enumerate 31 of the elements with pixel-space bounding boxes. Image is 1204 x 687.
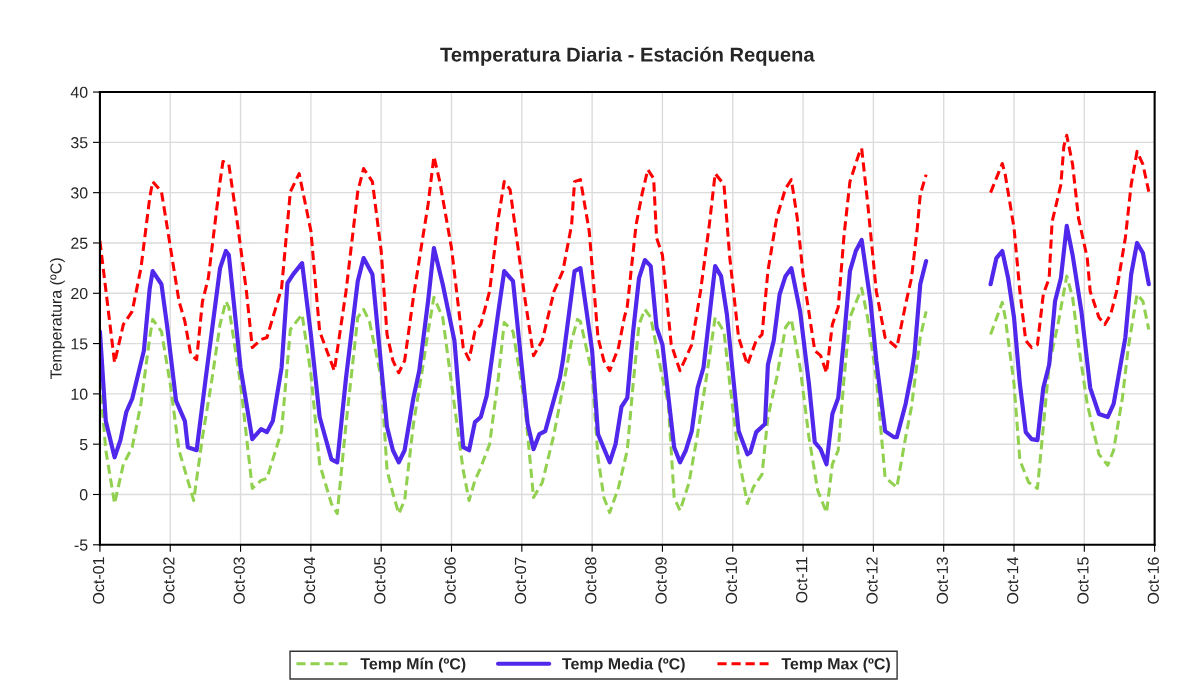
y-tick-label: 0 — [79, 489, 88, 501]
x-tick-label: Oct-10 — [725, 557, 738, 604]
x-tick-label: Oct-14 — [1006, 557, 1019, 604]
chart-title: Temperatura Diaria - Estación Requena — [440, 46, 815, 66]
x-tick-label: Oct-03 — [233, 557, 245, 604]
y-tick-label: -5 — [74, 539, 88, 551]
x-tick-label: Oct-06 — [444, 557, 456, 604]
x-tick-label: Oct-09 — [655, 557, 667, 604]
y-tick-label: 40 — [70, 86, 88, 98]
y-tick-label: 20 — [71, 287, 88, 300]
x-tick-label: Oct-07 — [514, 557, 527, 604]
legend-label: Temp Media (ºC) — [562, 657, 685, 673]
x-tick-label: Oct-16 — [1147, 557, 1159, 604]
x-tick-label: Oct-13 — [936, 557, 948, 604]
y-tick-label: 25 — [71, 237, 88, 249]
y-axis-title: Temperatura (ºC) — [49, 258, 65, 380]
y-tick-label: 10 — [71, 388, 88, 400]
x-tick-label: Oct-08 — [585, 557, 597, 604]
x-tick-label: Oct-04 — [303, 557, 316, 604]
y-tick-label: 30 — [70, 187, 88, 199]
x-tick-label: Oct-01 — [92, 557, 105, 604]
y-tick-label: 15 — [71, 338, 88, 350]
x-tick-label: Oct-05 — [374, 557, 386, 604]
y-tick-label: 5 — [79, 438, 88, 451]
legend-label: Temp Mín (ºC) — [360, 657, 466, 673]
x-tick-label: Oct-11 — [796, 557, 808, 603]
x-tick-label: Oct-15 — [1077, 557, 1089, 604]
y-tick-label: 35 — [70, 137, 88, 149]
x-tick-label: Oct-12 — [866, 557, 878, 604]
x-tick-label: Oct-02 — [163, 557, 175, 604]
legend-label: Temp Max (ºC) — [781, 657, 890, 673]
